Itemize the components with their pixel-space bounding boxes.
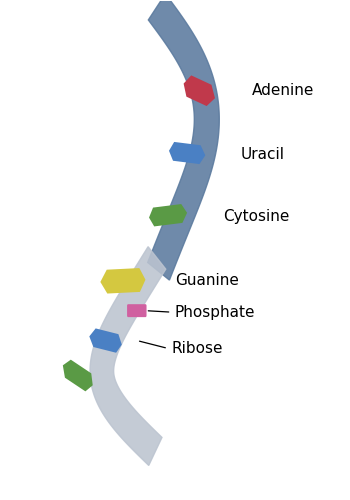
- Text: Ribose: Ribose: [172, 341, 223, 356]
- Polygon shape: [90, 246, 166, 466]
- Text: Adenine: Adenine: [251, 84, 314, 98]
- Polygon shape: [169, 142, 205, 164]
- Text: Guanine: Guanine: [175, 274, 239, 288]
- Polygon shape: [63, 360, 93, 392]
- FancyBboxPatch shape: [127, 304, 147, 317]
- Text: Phosphate: Phosphate: [175, 304, 256, 320]
- Polygon shape: [148, 0, 219, 280]
- Polygon shape: [100, 268, 146, 293]
- Text: Uracil: Uracil: [241, 146, 285, 162]
- Polygon shape: [89, 328, 122, 353]
- Text: Cytosine: Cytosine: [224, 208, 290, 224]
- Polygon shape: [184, 76, 215, 106]
- Polygon shape: [149, 204, 187, 227]
